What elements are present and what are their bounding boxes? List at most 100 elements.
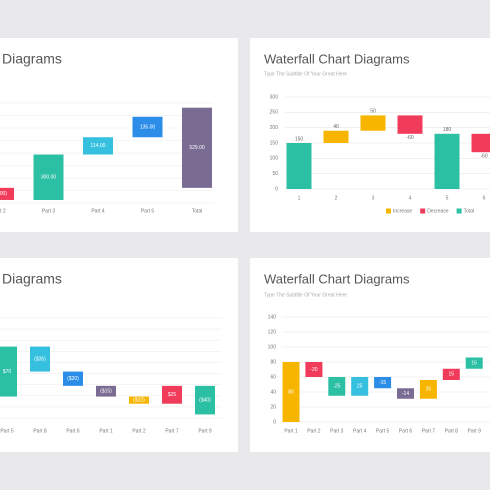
- bar: [162, 385, 182, 404]
- x-tick-label: 5: [446, 195, 449, 201]
- x-tick-label: Total: [192, 208, 203, 214]
- x-tick-label: Part 7: [422, 428, 436, 434]
- bar: [0, 346, 17, 397]
- slide-title: Waterfall Chart Diagrams: [264, 51, 410, 66]
- bar: [471, 133, 490, 153]
- data-label: -20: [310, 367, 317, 373]
- y-tick-label: 140: [268, 314, 277, 320]
- data-label: ($20): [67, 376, 79, 382]
- y-tick-label: 0: [273, 419, 276, 425]
- data-label: 529.00: [189, 145, 205, 151]
- data-label: 300.00: [41, 175, 57, 181]
- data-label: -15: [379, 380, 386, 386]
- slide-title: Diagrams: [2, 271, 62, 287]
- x-tick-label: Part 5: [141, 208, 155, 214]
- data-label: 150: [295, 136, 304, 142]
- data-label: ($10): [133, 397, 145, 403]
- x-tick-label: Part 4: [353, 428, 367, 434]
- bar: [351, 377, 369, 396]
- x-tick-label: 6: [483, 195, 486, 201]
- y-tick-label: 40: [270, 389, 276, 395]
- bar: [397, 388, 414, 399]
- legend-label: Increase: [393, 208, 412, 214]
- data-label: 114.00: [91, 143, 106, 149]
- x-tick-label: Part 1: [284, 428, 298, 434]
- y-tick-label: 100: [268, 344, 277, 350]
- x-tick-label: Part 7: [165, 428, 179, 434]
- y-tick-label: 150: [270, 140, 279, 146]
- bar: [442, 368, 460, 380]
- legend-swatch: [420, 208, 426, 214]
- bar: [129, 396, 149, 404]
- x-tick-label: Part 3: [42, 208, 56, 214]
- x-tick-label: Part 9: [198, 428, 212, 434]
- bar: [419, 380, 437, 399]
- bar: [374, 377, 392, 389]
- bar: [96, 385, 116, 397]
- y-tick-label: 250: [270, 110, 279, 116]
- x-tick-label: Part 8: [445, 428, 459, 434]
- x-tick-label: Part 2: [0, 208, 6, 214]
- bar: [182, 107, 212, 188]
- y-tick-label: 50: [272, 171, 278, 177]
- x-tick-label: Part 6: [399, 428, 413, 434]
- data-label: -25: [333, 384, 340, 390]
- bar: [328, 377, 346, 396]
- bar: [360, 115, 386, 131]
- data-label: 15: [449, 372, 455, 378]
- data-label: $70: [3, 369, 12, 375]
- bar: [397, 115, 423, 134]
- y-tick-label: 300: [270, 94, 279, 100]
- data-label: 180: [443, 127, 452, 133]
- legend-swatch: [456, 208, 462, 214]
- data-label: ($15): [100, 389, 112, 395]
- y-tick-label: 200: [270, 125, 279, 131]
- bar: [0, 187, 14, 200]
- data-label: 25: [426, 387, 432, 393]
- data-label: 15: [471, 360, 477, 366]
- x-tick-label: Part 8: [33, 428, 47, 434]
- bar: [33, 154, 64, 200]
- x-tick-label: 2: [335, 195, 338, 201]
- bar: [286, 143, 312, 189]
- y-tick-label: 0: [275, 186, 278, 192]
- x-tick-label: 1: [298, 195, 301, 201]
- y-tick-label: 20: [270, 404, 276, 410]
- bar: [195, 385, 215, 415]
- data-label: $25: [168, 392, 177, 398]
- bar: [465, 357, 483, 369]
- bar: [63, 371, 83, 386]
- data-label: 50: [370, 109, 376, 115]
- bar: [132, 116, 163, 138]
- data-label: -60: [406, 135, 413, 141]
- data-label: (80.00): [0, 191, 7, 197]
- legend-label: Total: [464, 208, 475, 214]
- data-label: 40: [333, 124, 339, 130]
- data-label: ($40): [199, 397, 211, 403]
- bar: [30, 346, 50, 372]
- data-label: 80: [288, 389, 294, 395]
- x-tick-label: Part 2: [307, 428, 321, 434]
- slide-subtitle: Type The Subtitle Of Your Great Here: [264, 71, 347, 77]
- x-tick-label: Part 2: [132, 428, 146, 434]
- x-tick-label: Part 1: [99, 428, 113, 434]
- x-tick-label: Part 9: [468, 428, 482, 434]
- y-tick-label: 60: [270, 374, 276, 380]
- x-tick-label: Part 4: [91, 208, 105, 214]
- legend-swatch: [386, 208, 391, 214]
- x-tick-label: Part 3: [330, 428, 344, 434]
- bar: [305, 362, 323, 377]
- data-label: -14: [402, 391, 409, 397]
- y-tick-label: 120: [268, 329, 277, 335]
- x-tick-label: Part 5: [376, 428, 390, 434]
- slide: [250, 258, 490, 452]
- slide-title: Waterfall Chart Diagrams: [264, 271, 410, 286]
- data-label: -60: [480, 154, 487, 160]
- x-tick-label: Part 5: [0, 428, 14, 434]
- bar: [323, 130, 349, 143]
- bar: [83, 137, 113, 155]
- slide-subtitle: Type The Subtitle Of Your Great Here: [264, 292, 347, 298]
- data-label: 135.00: [140, 124, 156, 130]
- slide-title: Diagrams: [2, 51, 62, 67]
- legend-label: Decrease: [427, 208, 449, 214]
